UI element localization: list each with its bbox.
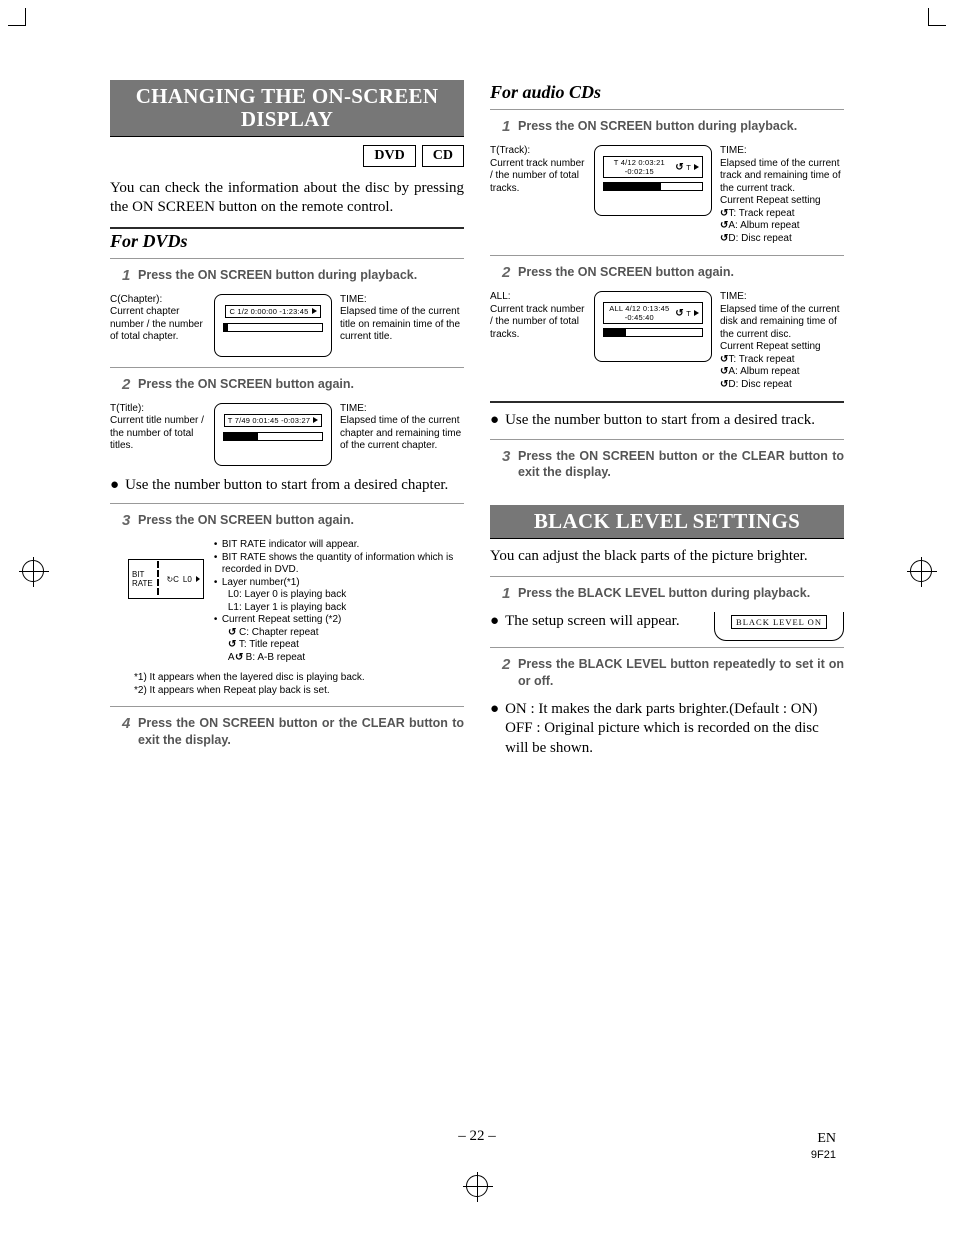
footnote-1: *1) It appears when the layered disc is … xyxy=(134,672,464,683)
diagram-bitrate: BIT RATE ↻C L0 BIT RATE indicator will a… xyxy=(110,539,464,664)
diagram-cd-1: T(Track): Current track number / the num… xyxy=(490,145,844,245)
footnote-2: *2) It appears when Repeat play back is … xyxy=(134,685,464,696)
page-lang: EN xyxy=(817,1131,836,1147)
section-heading-blacklevel: BLACK LEVEL SETTINGS xyxy=(490,505,844,539)
diagram-dvd-1: C(Chapter): Current chapter number / the… xyxy=(110,294,464,357)
diag-right-label: TIME: xyxy=(340,294,472,307)
black-level-display: BLACK LEVEL ON xyxy=(714,612,844,641)
diagram-dvd-2: T(Title): Current title number / the num… xyxy=(110,403,464,466)
osd-readout: C 1/2 0:00:00 -1:23:45 xyxy=(225,305,320,318)
badge-dvd: DVD xyxy=(363,145,415,167)
blacklevel-intro: You can adjust the black parts of the pi… xyxy=(490,547,844,566)
play-icon xyxy=(312,308,317,314)
diag-left-desc: Current chapter number / the number of t… xyxy=(110,306,206,344)
intro-text: You can check the information about the … xyxy=(110,179,464,217)
page-code: 9F21 xyxy=(811,1149,836,1161)
step-text: Press the ON SCREEN button again. xyxy=(138,376,354,393)
subsection-dvds: For DVDs xyxy=(110,231,464,252)
step-number: 1 xyxy=(110,267,128,284)
section-heading-onscreen: CHANGING THE ON-SCREEN DISPLAY xyxy=(110,80,464,137)
step-number: 2 xyxy=(110,376,128,393)
diagram-cd-2: ALL: Current track number / the number o… xyxy=(490,291,844,391)
badge-cd: CD xyxy=(422,145,464,167)
bullet-result: ● ON : It makes the dark parts brighter.… xyxy=(490,700,844,759)
diag-left-label: C(Chapter): xyxy=(110,294,206,307)
diag-right-desc: Elapsed time of the current title on rem… xyxy=(340,306,472,344)
step-text: Press the ON SCREEN button during playba… xyxy=(138,267,417,284)
subsection-cds: For audio CDs xyxy=(490,82,844,103)
bullet-note: ●Use the number button to start from a d… xyxy=(110,476,464,496)
left-column: CHANGING THE ON-SCREEN DISPLAY DVD CD Yo… xyxy=(110,80,464,766)
bullet-note: ●Use the number button to start from a d… xyxy=(490,411,844,431)
right-column: For audio CDs 1 Press the ON SCREEN butt… xyxy=(490,80,844,766)
page-number: – 22 – xyxy=(0,1128,954,1145)
